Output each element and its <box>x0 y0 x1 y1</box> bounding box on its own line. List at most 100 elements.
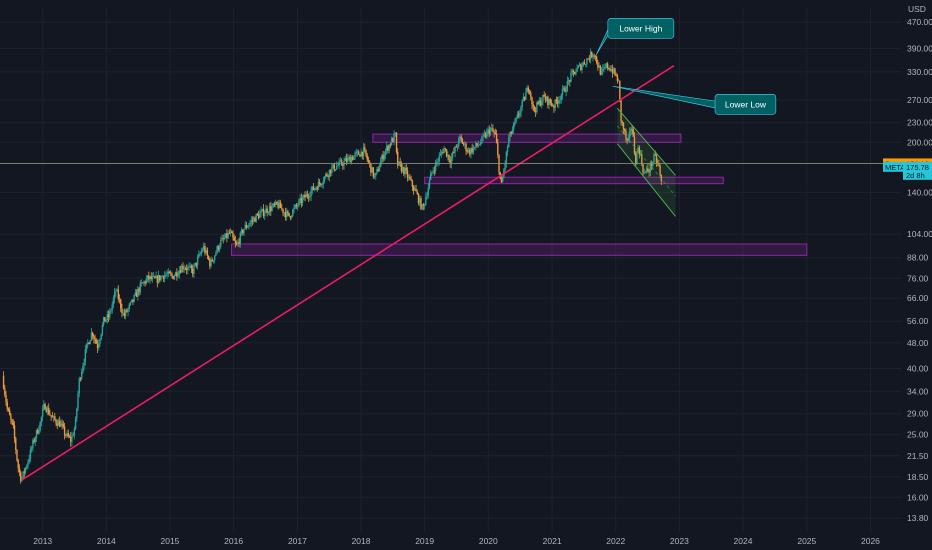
candle-body <box>438 155 440 162</box>
candle-body <box>310 190 312 197</box>
trendline <box>21 64 675 481</box>
candle-body <box>259 213 261 219</box>
candle-body <box>156 276 159 283</box>
candle-body <box>544 96 547 101</box>
callout-box-1 <box>607 18 675 39</box>
currency-label: USD <box>908 4 926 14</box>
candle-body <box>486 131 488 138</box>
candle-body <box>469 149 471 155</box>
candle-body <box>135 292 138 297</box>
candle-body <box>309 196 311 198</box>
candle-body <box>600 70 603 75</box>
candle-body <box>382 155 384 160</box>
candle-body <box>204 246 206 253</box>
candle-body <box>632 129 634 137</box>
candle-body <box>519 112 521 116</box>
candle-body <box>321 184 323 186</box>
candle-body <box>120 299 122 309</box>
candle-body <box>526 87 528 93</box>
candle-body <box>478 144 481 146</box>
candle-body <box>598 65 600 68</box>
candle-body <box>39 421 41 431</box>
candle-body <box>305 194 307 198</box>
y-tick-label: 230.00 <box>907 118 932 128</box>
candle-body <box>54 416 56 420</box>
candle-body <box>594 55 597 57</box>
candle-body <box>37 430 39 434</box>
y-tick-label: 21.50 <box>907 451 929 461</box>
candle-body <box>456 146 459 148</box>
candle-body <box>104 317 106 322</box>
candle-body <box>460 136 462 140</box>
badge-value-bg-2 <box>903 161 932 180</box>
x-tick-label: 2016 <box>224 536 243 546</box>
candle-body <box>188 266 190 268</box>
candle-body <box>133 295 135 302</box>
drawings-layer: Lower High Lower Low <box>0 18 902 481</box>
candle-body <box>356 151 359 153</box>
y-tick-label: 16.00 <box>907 492 929 502</box>
channel-fill <box>617 108 676 217</box>
candle-body <box>429 173 432 181</box>
candle-body <box>578 64 581 66</box>
candle-body <box>660 175 663 182</box>
candle-body <box>477 145 479 146</box>
candle-body <box>234 240 237 244</box>
candle-body <box>533 106 536 111</box>
candle-body <box>538 100 540 105</box>
candle-body <box>462 143 465 145</box>
candle-body <box>445 149 448 157</box>
candle-body <box>360 151 362 157</box>
candle-body <box>24 467 27 473</box>
candle-body <box>315 187 317 189</box>
candle-body <box>7 408 10 411</box>
candle-body <box>149 276 151 280</box>
candle-body <box>506 146 509 152</box>
candle-body <box>603 67 605 70</box>
candle-body <box>318 181 321 184</box>
candle-body <box>542 94 544 102</box>
candle-body <box>616 75 619 81</box>
candle-body <box>488 129 490 134</box>
candle-body <box>505 151 508 164</box>
candle-body <box>592 55 594 58</box>
candle-body <box>13 425 16 439</box>
candle-body <box>121 308 123 314</box>
candle-body <box>384 150 387 155</box>
candle-body <box>228 233 231 234</box>
axes-layer: USD 470.00 390.00 330.00 270.00 230.00 200.00 1… <box>33 4 932 546</box>
candle-body <box>397 151 399 166</box>
candle-body <box>584 64 587 65</box>
candle-body <box>331 167 333 174</box>
candle-body <box>367 159 370 162</box>
candle-body <box>106 314 109 320</box>
candle-body <box>11 419 13 423</box>
grid-layer <box>0 8 902 532</box>
candle-body <box>494 133 497 134</box>
candle-body <box>375 172 377 176</box>
x-tick-label: 2013 <box>33 536 52 546</box>
candle-body <box>437 161 439 163</box>
candle-body <box>459 136 461 139</box>
candle-body <box>328 169 331 177</box>
candle-body <box>458 138 460 147</box>
candle-body <box>10 415 12 420</box>
candle-body <box>284 212 287 218</box>
candle-body <box>484 134 487 138</box>
candle-body <box>514 121 516 124</box>
y-tick-label: 76.00 <box>907 273 929 283</box>
candle-body <box>466 150 469 152</box>
candle-body <box>50 415 52 417</box>
candle-body <box>444 148 447 150</box>
candle-body <box>40 417 43 422</box>
candle-body <box>189 265 191 267</box>
candle-body <box>101 324 104 334</box>
candle-body <box>271 206 273 211</box>
candle-body <box>12 422 15 426</box>
candle-body <box>566 80 569 91</box>
candle-body <box>432 170 434 172</box>
candle-body <box>536 102 538 112</box>
candle-body <box>16 450 18 461</box>
